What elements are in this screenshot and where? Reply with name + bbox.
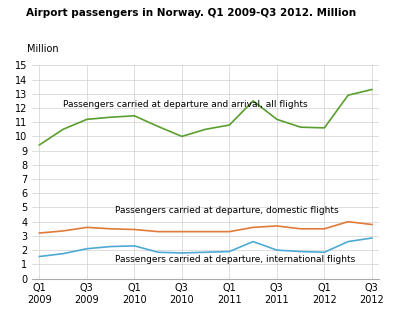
Text: Airport passengers in Norway. Q1 2009-Q3 2012. Million: Airport passengers in Norway. Q1 2009-Q3… bbox=[26, 8, 356, 18]
Text: Passengers carried at departure, international flights: Passengers carried at departure, interna… bbox=[115, 255, 356, 264]
Text: Passengers carried at departure, domestic flights: Passengers carried at departure, domesti… bbox=[115, 206, 339, 215]
Text: Million: Million bbox=[28, 44, 59, 54]
Text: Passengers carried at departure and arrival, all flights: Passengers carried at departure and arri… bbox=[63, 100, 308, 108]
